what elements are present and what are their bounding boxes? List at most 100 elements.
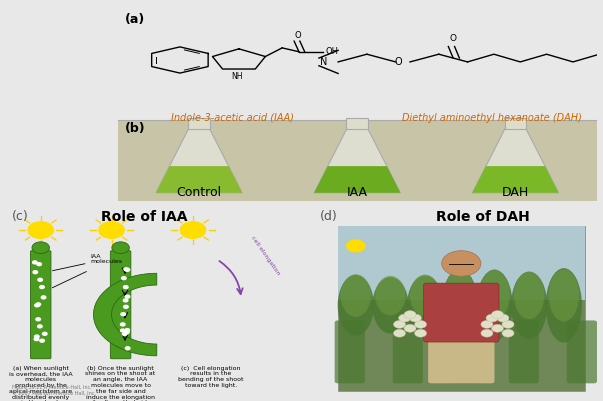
Circle shape — [491, 311, 504, 318]
FancyBboxPatch shape — [30, 251, 51, 359]
Text: Role of DAH: Role of DAH — [435, 211, 529, 225]
Circle shape — [486, 314, 498, 322]
Circle shape — [393, 329, 405, 337]
Polygon shape — [156, 166, 242, 193]
FancyBboxPatch shape — [505, 118, 526, 129]
Text: IAA: IAA — [347, 186, 368, 198]
FancyBboxPatch shape — [509, 320, 539, 383]
FancyBboxPatch shape — [393, 320, 423, 383]
Circle shape — [42, 332, 47, 335]
Circle shape — [124, 268, 128, 271]
FancyBboxPatch shape — [450, 320, 481, 383]
Polygon shape — [472, 166, 558, 193]
Circle shape — [502, 320, 514, 328]
Ellipse shape — [407, 275, 443, 335]
Ellipse shape — [341, 274, 371, 317]
FancyBboxPatch shape — [338, 226, 585, 300]
Circle shape — [34, 338, 39, 340]
Circle shape — [125, 328, 130, 332]
Polygon shape — [93, 273, 157, 356]
FancyBboxPatch shape — [338, 226, 585, 391]
Circle shape — [124, 299, 128, 302]
Text: (b) Once the sunlight
shines on the shoot at
an angle, the IAA
molecules move to: (b) Once the sunlight shines on the shoo… — [86, 366, 156, 401]
Circle shape — [497, 314, 509, 322]
Text: Figure 39.11 A Prentice-Hall, Inc.
© 2007 Pearson Prentice Hall, Inc.: Figure 39.11 A Prentice-Hall, Inc. © 200… — [12, 385, 96, 396]
Circle shape — [121, 313, 125, 316]
Polygon shape — [472, 129, 558, 193]
Ellipse shape — [375, 276, 405, 315]
Text: N: N — [320, 57, 327, 67]
Ellipse shape — [476, 269, 513, 341]
Circle shape — [180, 222, 206, 238]
Circle shape — [125, 268, 130, 271]
Text: Indole-3-acetic acid (IAA): Indole-3-acetic acid (IAA) — [171, 113, 294, 123]
Circle shape — [502, 329, 514, 337]
Circle shape — [409, 314, 421, 322]
Ellipse shape — [410, 275, 440, 316]
Circle shape — [124, 305, 128, 308]
FancyBboxPatch shape — [423, 283, 499, 342]
Circle shape — [481, 320, 493, 328]
Text: IAA
molecules: IAA molecules — [52, 254, 122, 271]
Circle shape — [99, 222, 124, 238]
Circle shape — [491, 324, 504, 332]
Circle shape — [125, 331, 129, 334]
Circle shape — [33, 261, 37, 264]
Circle shape — [40, 286, 44, 289]
Circle shape — [481, 329, 493, 337]
Circle shape — [122, 332, 127, 336]
Text: (b): (b) — [125, 122, 145, 135]
Circle shape — [125, 295, 130, 298]
Circle shape — [37, 263, 42, 265]
Text: (c): (c) — [12, 211, 29, 223]
Circle shape — [28, 222, 53, 238]
Circle shape — [34, 335, 39, 338]
Ellipse shape — [514, 272, 544, 319]
Circle shape — [404, 311, 416, 318]
FancyBboxPatch shape — [188, 118, 210, 129]
Text: O: O — [450, 34, 456, 43]
Circle shape — [40, 339, 45, 342]
Ellipse shape — [479, 270, 510, 320]
FancyBboxPatch shape — [347, 118, 368, 129]
Circle shape — [415, 320, 426, 328]
Text: OH: OH — [325, 47, 338, 56]
Text: (d): (d) — [320, 211, 337, 223]
Polygon shape — [156, 129, 242, 193]
Text: (a) When sunlight
is overhead, the IAA
molecules
produced by the
apical meristem: (a) When sunlight is overhead, the IAA m… — [9, 366, 72, 401]
Circle shape — [124, 286, 128, 289]
Polygon shape — [314, 129, 400, 193]
Circle shape — [122, 277, 126, 279]
Circle shape — [38, 278, 42, 281]
Text: Control: Control — [177, 186, 222, 198]
Circle shape — [399, 314, 411, 322]
Circle shape — [125, 347, 130, 350]
Text: cell elongation: cell elongation — [250, 235, 281, 276]
FancyBboxPatch shape — [428, 336, 494, 383]
Text: (a): (a) — [125, 13, 145, 26]
FancyBboxPatch shape — [118, 119, 597, 200]
Ellipse shape — [445, 270, 475, 321]
FancyBboxPatch shape — [110, 251, 131, 359]
Text: (c)  Cell elongation
results in the
bending of the shoot
toward the light.: (c) Cell elongation results in the bendi… — [178, 366, 244, 388]
Circle shape — [36, 318, 40, 321]
Circle shape — [36, 303, 40, 306]
Circle shape — [404, 324, 416, 332]
Ellipse shape — [338, 275, 374, 336]
Polygon shape — [314, 166, 400, 193]
Circle shape — [33, 271, 37, 273]
Ellipse shape — [373, 277, 409, 334]
Ellipse shape — [511, 271, 548, 339]
FancyBboxPatch shape — [567, 320, 597, 383]
Circle shape — [393, 320, 405, 328]
Circle shape — [415, 329, 426, 337]
Ellipse shape — [442, 269, 478, 342]
Ellipse shape — [112, 242, 130, 254]
Ellipse shape — [32, 242, 49, 254]
FancyBboxPatch shape — [335, 320, 365, 383]
Circle shape — [41, 296, 46, 299]
Circle shape — [121, 323, 125, 326]
Text: Diethyl aminoethyl hexanoate (DAH): Diethyl aminoethyl hexanoate (DAH) — [402, 113, 581, 123]
Circle shape — [347, 240, 365, 252]
Text: DAH: DAH — [502, 186, 529, 198]
